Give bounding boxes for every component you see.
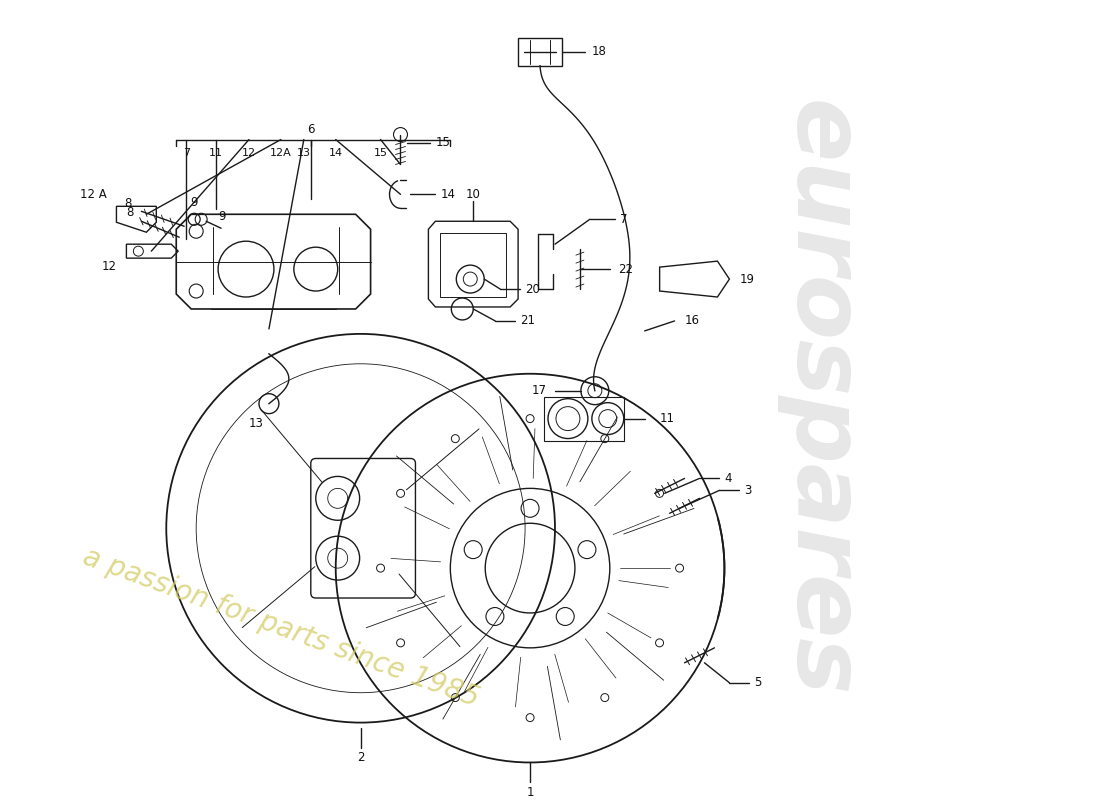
Text: 11: 11 <box>209 149 223 158</box>
Text: 14: 14 <box>329 149 343 158</box>
Text: 6: 6 <box>307 123 315 136</box>
Text: 7: 7 <box>183 149 190 158</box>
Text: 1: 1 <box>526 786 534 799</box>
Text: 19: 19 <box>739 273 755 286</box>
Text: 17: 17 <box>532 384 547 398</box>
Circle shape <box>189 224 204 238</box>
Text: 15: 15 <box>374 149 387 158</box>
Text: 10: 10 <box>465 188 481 201</box>
Text: eurospares: eurospares <box>773 100 865 698</box>
Text: 20: 20 <box>525 282 540 295</box>
Text: 2: 2 <box>356 751 364 764</box>
Text: 13: 13 <box>297 149 311 158</box>
Text: 12: 12 <box>101 260 117 273</box>
Text: 13: 13 <box>249 417 264 430</box>
Text: 11: 11 <box>660 412 674 425</box>
Text: 15: 15 <box>436 136 450 149</box>
Text: 7: 7 <box>619 213 627 226</box>
Text: a passion for parts since 1985: a passion for parts since 1985 <box>79 543 483 713</box>
Circle shape <box>189 284 204 298</box>
Text: 5: 5 <box>755 676 761 690</box>
Text: 8: 8 <box>124 197 131 210</box>
Text: 9: 9 <box>218 210 226 222</box>
Text: 9: 9 <box>190 196 198 209</box>
Text: 12: 12 <box>242 149 256 158</box>
Text: 4: 4 <box>725 472 732 485</box>
Text: 8: 8 <box>126 206 133 218</box>
Text: 21: 21 <box>520 314 535 327</box>
Text: 12 A: 12 A <box>79 188 107 201</box>
Text: 16: 16 <box>684 314 700 327</box>
Text: 12A: 12A <box>270 149 292 158</box>
Text: 3: 3 <box>745 484 751 497</box>
Text: 22: 22 <box>618 262 632 276</box>
Text: 14: 14 <box>440 188 455 201</box>
Text: 18: 18 <box>592 46 607 58</box>
